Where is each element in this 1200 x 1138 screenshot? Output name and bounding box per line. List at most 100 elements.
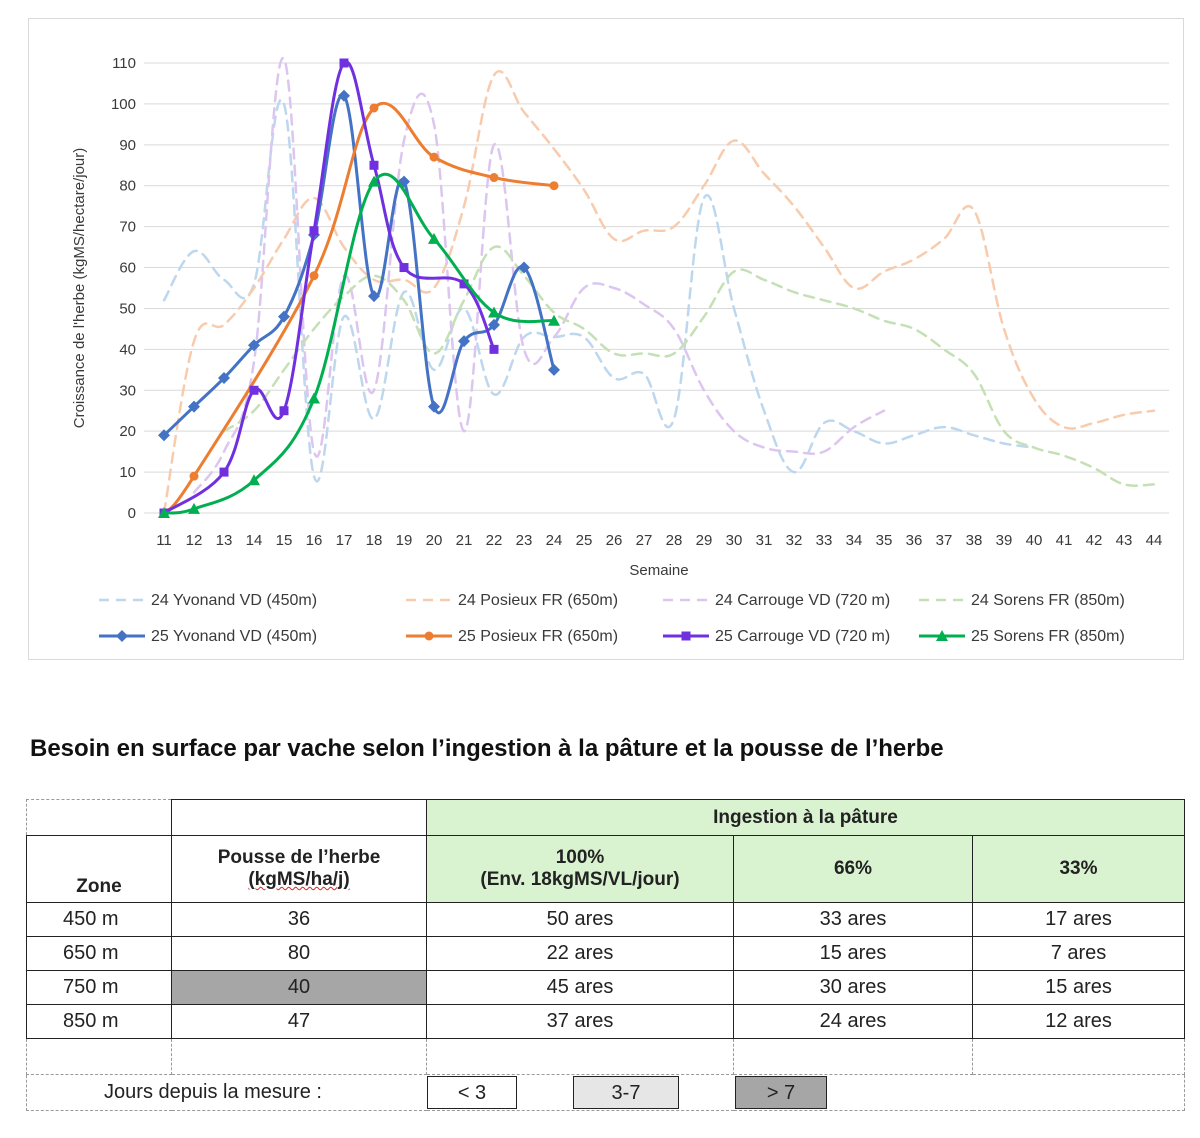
- data-point: [399, 263, 409, 273]
- data-point: [158, 429, 170, 442]
- x-tick-label: 37: [936, 532, 953, 549]
- data-point: [279, 406, 289, 416]
- data-point: [188, 400, 200, 413]
- x-tick-label: 28: [666, 532, 683, 549]
- y-axis-label: Croissance de l'herbe (kgMS/hectare/jour…: [71, 148, 88, 429]
- area-33-cell: 7 ares: [972, 936, 1185, 971]
- col-33-header: 33%: [972, 835, 1185, 903]
- table-row: 750 m 40 45 ares 30 ares 15 ares: [26, 970, 1185, 1005]
- table-title: Besoin en surface par vache selon l’inge…: [30, 735, 944, 762]
- series-line: [162, 101, 556, 515]
- legend-label: 25 Carrouge VD (720 m): [715, 628, 890, 645]
- y-tick-label: 40: [119, 341, 136, 358]
- data-point: [548, 363, 560, 376]
- x-tick-label: 17: [336, 532, 353, 549]
- data-point: [368, 175, 380, 187]
- series-line: [162, 60, 496, 515]
- x-tick-label: 11: [156, 532, 172, 549]
- legend-label: 24 Yvonand VD (450m): [151, 592, 317, 609]
- data-point: [249, 385, 259, 395]
- area-66-cell: 15 ares: [733, 936, 973, 971]
- zone-header: Zone: [26, 835, 172, 903]
- data-point: [429, 152, 439, 162]
- spacer-cell: [171, 1038, 427, 1075]
- x-tick-label: 41: [1056, 532, 1073, 549]
- pousse-cell: 80: [171, 936, 427, 971]
- area-100-cell: 50 ares: [426, 902, 734, 937]
- x-tick-label: 42: [1086, 532, 1103, 549]
- spacer-cell: [972, 1038, 1185, 1075]
- data-point: [248, 474, 260, 486]
- x-tick-label: 31: [756, 532, 773, 549]
- legend-entry: 25 Posieux FR (650m): [406, 628, 618, 645]
- data-point: [248, 339, 260, 352]
- data-point: [518, 261, 530, 274]
- data-point: [219, 467, 229, 477]
- y-tick-label: 70: [119, 219, 136, 236]
- data-point: [548, 314, 560, 326]
- area-66-cell: 30 ares: [733, 970, 973, 1005]
- age-legend: Jours depuis la mesure : < 3 3-7 > 7: [26, 1074, 1185, 1111]
- area-33-cell: 15 ares: [972, 970, 1185, 1005]
- area-100-cell: 22 ares: [426, 936, 734, 971]
- table-row: 650 m 80 22 ares 15 ares 7 ares: [26, 936, 1185, 971]
- x-tick-label: 24: [546, 532, 563, 549]
- legend-entry: 24 Posieux FR (650m): [406, 592, 618, 609]
- pousse-cell: 36: [171, 902, 427, 937]
- y-tick-label: 100: [111, 96, 136, 113]
- data-point: [309, 226, 319, 236]
- legend-entry: 25 Sorens FR (850m): [919, 628, 1125, 645]
- y-tick-label: 110: [112, 55, 136, 72]
- spacer-cell: [26, 1038, 172, 1075]
- data-point: [116, 630, 128, 642]
- series-line: [222, 245, 1156, 487]
- spacer-cell: [426, 1038, 734, 1075]
- data-point: [158, 507, 170, 518]
- x-tick-label: 14: [246, 532, 263, 549]
- col-100-header: 100% (Env. 18kgMS/VL/jour): [426, 835, 734, 903]
- ingestion-header: Ingestion à la pâture: [426, 799, 1185, 836]
- col-66-header: 66%: [733, 835, 973, 903]
- pousse-header-line1: Pousse de l’herbe: [217, 847, 381, 868]
- legend-entry: 25 Yvonand VD (450m): [99, 628, 317, 645]
- legend-entry: 24 Sorens FR (850m): [919, 592, 1125, 609]
- x-tick-label: 26: [606, 532, 623, 549]
- data-point: [278, 310, 290, 323]
- x-tick-label: 43: [1116, 532, 1133, 549]
- data-point: [936, 630, 948, 641]
- data-point: [339, 58, 349, 68]
- data-point: [368, 290, 380, 303]
- data-point: [189, 471, 199, 481]
- legend-label: 24 Carrouge VD (720 m): [715, 592, 890, 609]
- data-point: [489, 344, 499, 354]
- chart-frame: 0 10 20 30 40 50 60 70 80 90 100 110 11 12 13 14 15 16 17 1…: [28, 18, 1184, 660]
- x-tick-label: 20: [426, 532, 443, 549]
- y-tick-label: 80: [119, 178, 136, 195]
- x-tick-label: 35: [876, 532, 893, 549]
- y-tick-label: 90: [119, 137, 136, 154]
- pousse-header: Pousse de l’herbe (kgMS/ha/j): [171, 835, 427, 903]
- x-tick-label: 40: [1026, 532, 1043, 549]
- data-point: [309, 271, 319, 281]
- x-tick-label: 19: [396, 532, 413, 549]
- table-row: 850 m 47 37 ares 24 ares 12 ares: [26, 1004, 1185, 1039]
- age-legend-gt7: > 7: [735, 1076, 827, 1109]
- legend-entry: 24 Carrouge VD (720 m): [663, 592, 890, 609]
- empty-header-cell: [171, 799, 427, 836]
- data-point: [488, 318, 500, 331]
- x-tick-label: 27: [636, 532, 653, 549]
- zone-cell: 750 m: [26, 970, 172, 1005]
- series-line: [192, 57, 886, 494]
- area-66-cell: 33 ares: [733, 902, 973, 937]
- zone-cell: 650 m: [26, 936, 172, 971]
- data-point: [428, 232, 440, 244]
- x-tick-label: 32: [786, 532, 803, 549]
- pousse-header-line2: (kgMS/ha/j): [248, 869, 350, 890]
- x-tick-label: 16: [306, 532, 323, 549]
- y-tick-label: 50: [119, 300, 136, 317]
- data-point: [369, 103, 379, 113]
- x-tick-label: 29: [696, 532, 713, 549]
- data-point: [488, 306, 500, 318]
- area-33-cell: 17 ares: [972, 902, 1185, 937]
- x-tick-label: 39: [996, 532, 1013, 549]
